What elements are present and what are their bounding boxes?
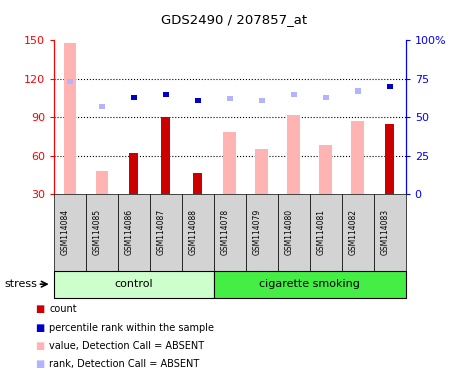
- Text: GSM114085: GSM114085: [93, 209, 102, 255]
- Text: GSM114081: GSM114081: [317, 209, 326, 255]
- Bar: [223, 132, 236, 194]
- Bar: [351, 121, 364, 194]
- Bar: [227, 96, 233, 101]
- Text: GDS2490 / 207857_at: GDS2490 / 207857_at: [161, 13, 308, 26]
- Text: GSM114082: GSM114082: [349, 209, 358, 255]
- Bar: [161, 117, 170, 194]
- Text: GSM114084: GSM114084: [61, 209, 70, 255]
- Text: GSM114083: GSM114083: [381, 209, 390, 255]
- Text: count: count: [49, 304, 77, 314]
- Text: control: control: [114, 279, 153, 289]
- Bar: [291, 91, 296, 97]
- Text: percentile rank within the sample: percentile rank within the sample: [49, 323, 214, 333]
- Bar: [193, 174, 202, 194]
- Bar: [131, 94, 137, 100]
- Bar: [129, 153, 138, 194]
- Bar: [287, 114, 300, 194]
- Text: ■: ■: [35, 341, 45, 351]
- Text: GSM114078: GSM114078: [221, 209, 230, 255]
- Bar: [67, 79, 73, 84]
- Bar: [355, 88, 361, 94]
- Bar: [319, 145, 332, 194]
- Text: value, Detection Call = ABSENT: value, Detection Call = ABSENT: [49, 341, 204, 351]
- Bar: [323, 94, 329, 100]
- Text: stress: stress: [5, 279, 38, 289]
- Text: cigarette smoking: cigarette smoking: [259, 279, 360, 289]
- Text: ■: ■: [35, 304, 45, 314]
- Bar: [385, 124, 394, 194]
- Text: rank, Detection Call = ABSENT: rank, Detection Call = ABSENT: [49, 359, 199, 369]
- Bar: [259, 98, 265, 103]
- Bar: [387, 84, 393, 89]
- Text: ■: ■: [35, 359, 45, 369]
- Text: GSM114087: GSM114087: [157, 209, 166, 255]
- Text: GSM114079: GSM114079: [253, 209, 262, 255]
- Text: ■: ■: [35, 323, 45, 333]
- Bar: [256, 149, 268, 194]
- Bar: [63, 43, 76, 194]
- Bar: [163, 91, 169, 97]
- Text: GSM114080: GSM114080: [285, 209, 294, 255]
- Bar: [195, 98, 201, 103]
- Bar: [99, 104, 105, 109]
- Bar: [96, 171, 108, 194]
- Text: GSM114088: GSM114088: [189, 209, 198, 255]
- Text: GSM114086: GSM114086: [125, 209, 134, 255]
